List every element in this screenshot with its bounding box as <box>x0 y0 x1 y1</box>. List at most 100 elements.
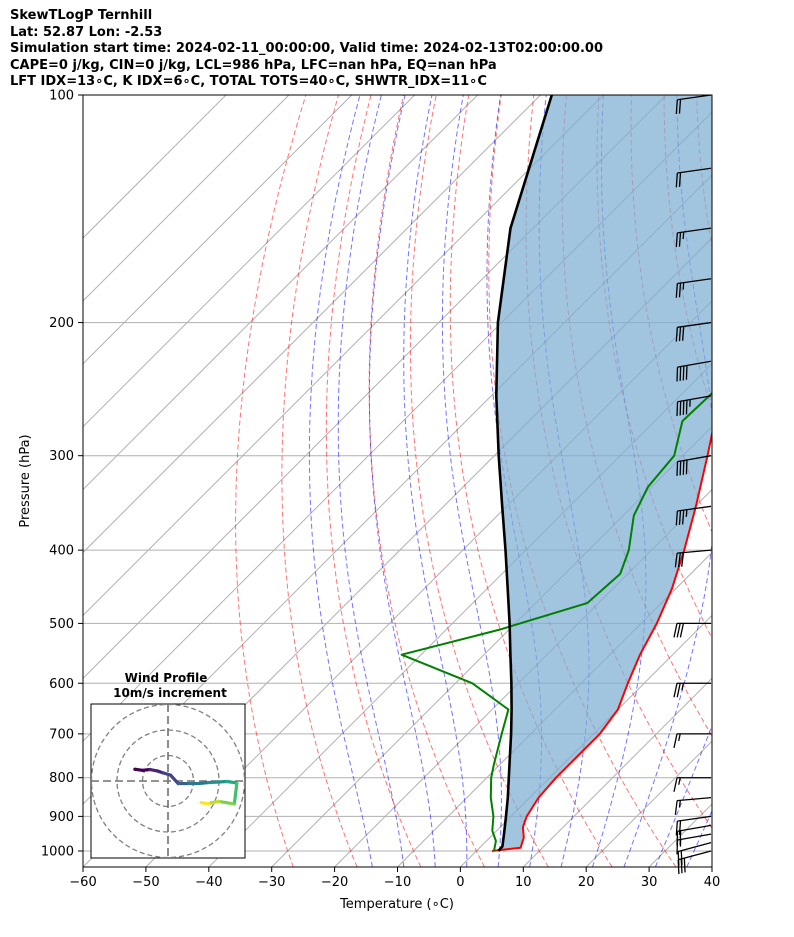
moist-adiabat <box>337 95 405 867</box>
barb-half-flag <box>678 777 681 785</box>
barb-shaft <box>677 815 712 822</box>
barb-flag <box>678 820 682 836</box>
barb-flag <box>675 232 678 248</box>
moist-adiabat <box>654 724 712 867</box>
barb-shaft <box>677 549 712 554</box>
barb-flag <box>678 510 682 525</box>
isotherm--20 <box>334 488 712 867</box>
wind-barb <box>675 815 712 836</box>
wind-barb <box>675 321 712 342</box>
barb-flag <box>685 459 688 475</box>
hodograph-segment <box>199 801 211 806</box>
hodograph-title: Wind Profile <box>125 671 208 685</box>
wind-barb <box>675 505 712 526</box>
x-tick-label: −50 <box>132 875 159 890</box>
location-line: Lat: 52.87 Lon: -2.53 <box>10 24 163 40</box>
y-tick-label: 700 <box>49 727 74 742</box>
barb-half-flag <box>682 231 685 240</box>
barb-flag <box>675 510 678 526</box>
barb-flag <box>679 461 682 476</box>
barb-flag <box>682 460 685 475</box>
barb-flag <box>676 831 679 846</box>
x-tick-label: −60 <box>69 875 96 890</box>
indices-line-2: LFT IDX=13∘C, K IDX=6∘C, TOTAL TOTS=40∘C… <box>10 74 487 89</box>
barb-flag <box>674 553 678 568</box>
barb-half-flag <box>685 509 688 517</box>
barb-shaft <box>677 796 712 802</box>
wind-barb <box>674 796 712 815</box>
barb-flag <box>678 99 682 114</box>
plot-lines <box>83 95 794 867</box>
y-axis-label: Pressure (hPa) <box>18 434 33 527</box>
barb-half-flag <box>681 683 685 691</box>
hodograph-ring <box>91 704 245 858</box>
y-tick-label: 800 <box>49 771 74 786</box>
hodograph-segment <box>197 780 211 786</box>
wind-barb <box>676 455 712 476</box>
wind-barb <box>677 842 712 866</box>
barb-shaft <box>677 824 712 832</box>
barb-flag <box>678 172 682 187</box>
wind-barb <box>675 227 712 248</box>
x-tick-label: 40 <box>704 875 721 890</box>
moist-adiabat <box>441 95 502 867</box>
moist-adiabat <box>368 95 436 867</box>
dry-adiabat <box>729 95 794 867</box>
y-tick-label: 200 <box>49 316 74 331</box>
isotherm--110 <box>83 95 541 554</box>
wind-barb <box>675 167 712 188</box>
barb-flag <box>685 365 688 380</box>
dry-adiabat <box>281 95 358 867</box>
wind-barb <box>674 549 712 568</box>
barb-flag <box>673 683 678 698</box>
barb-flag <box>682 400 685 415</box>
y-tick-label: 300 <box>49 449 74 464</box>
barb-flag <box>682 366 685 381</box>
barb-half-flag <box>678 800 681 808</box>
barb-flag <box>681 326 685 341</box>
x-tick-label: −10 <box>384 875 411 890</box>
dry-adiabat <box>235 95 307 867</box>
chart-title: SkewTLogP Ternhill <box>10 8 153 23</box>
barb-flag <box>678 282 682 298</box>
x-tick-label: 10 <box>515 875 532 890</box>
x-tick-label: −30 <box>258 875 285 890</box>
barb-flag <box>676 401 679 417</box>
temperature-profile <box>491 429 712 852</box>
isotherm--150 <box>83 95 290 302</box>
barb-flag <box>675 172 678 188</box>
barb-flag <box>676 683 681 698</box>
dry-adiabat <box>409 95 549 867</box>
barb-shaft <box>677 94 712 101</box>
barb-flag <box>678 326 682 342</box>
barb-flag <box>675 821 678 836</box>
parcel-profile <box>494 95 554 852</box>
barb-flag <box>673 733 678 749</box>
barb-flag <box>680 850 683 865</box>
barb-flag <box>674 800 678 815</box>
hodograph-plot <box>91 704 245 858</box>
barb-flag <box>673 777 678 792</box>
hodograph-segment <box>207 780 221 785</box>
barb-flag <box>675 99 678 115</box>
chart-header: SkewTLogP Ternhill Lat: 52.87 Lon: -2.53… <box>10 8 603 91</box>
x-axis-label: Temperature (∘C) <box>339 897 454 912</box>
wind-barb <box>675 94 712 115</box>
moist-adiabat <box>403 95 468 867</box>
barb-shaft <box>677 227 712 234</box>
barb-shaft <box>677 833 712 841</box>
wind-barb <box>677 850 712 875</box>
barb-flag <box>675 283 678 298</box>
isotherm-40 <box>711 866 712 867</box>
barb-flag <box>676 623 681 638</box>
barb-half-flag <box>682 282 685 290</box>
isotherm--100 <box>83 95 604 617</box>
isotherm--120 <box>83 95 478 491</box>
x-tick-label: −20 <box>321 875 348 890</box>
barb-flag <box>677 851 680 866</box>
barb-flag <box>683 858 686 873</box>
barb-flag <box>681 552 685 567</box>
barb-flag <box>676 461 679 476</box>
